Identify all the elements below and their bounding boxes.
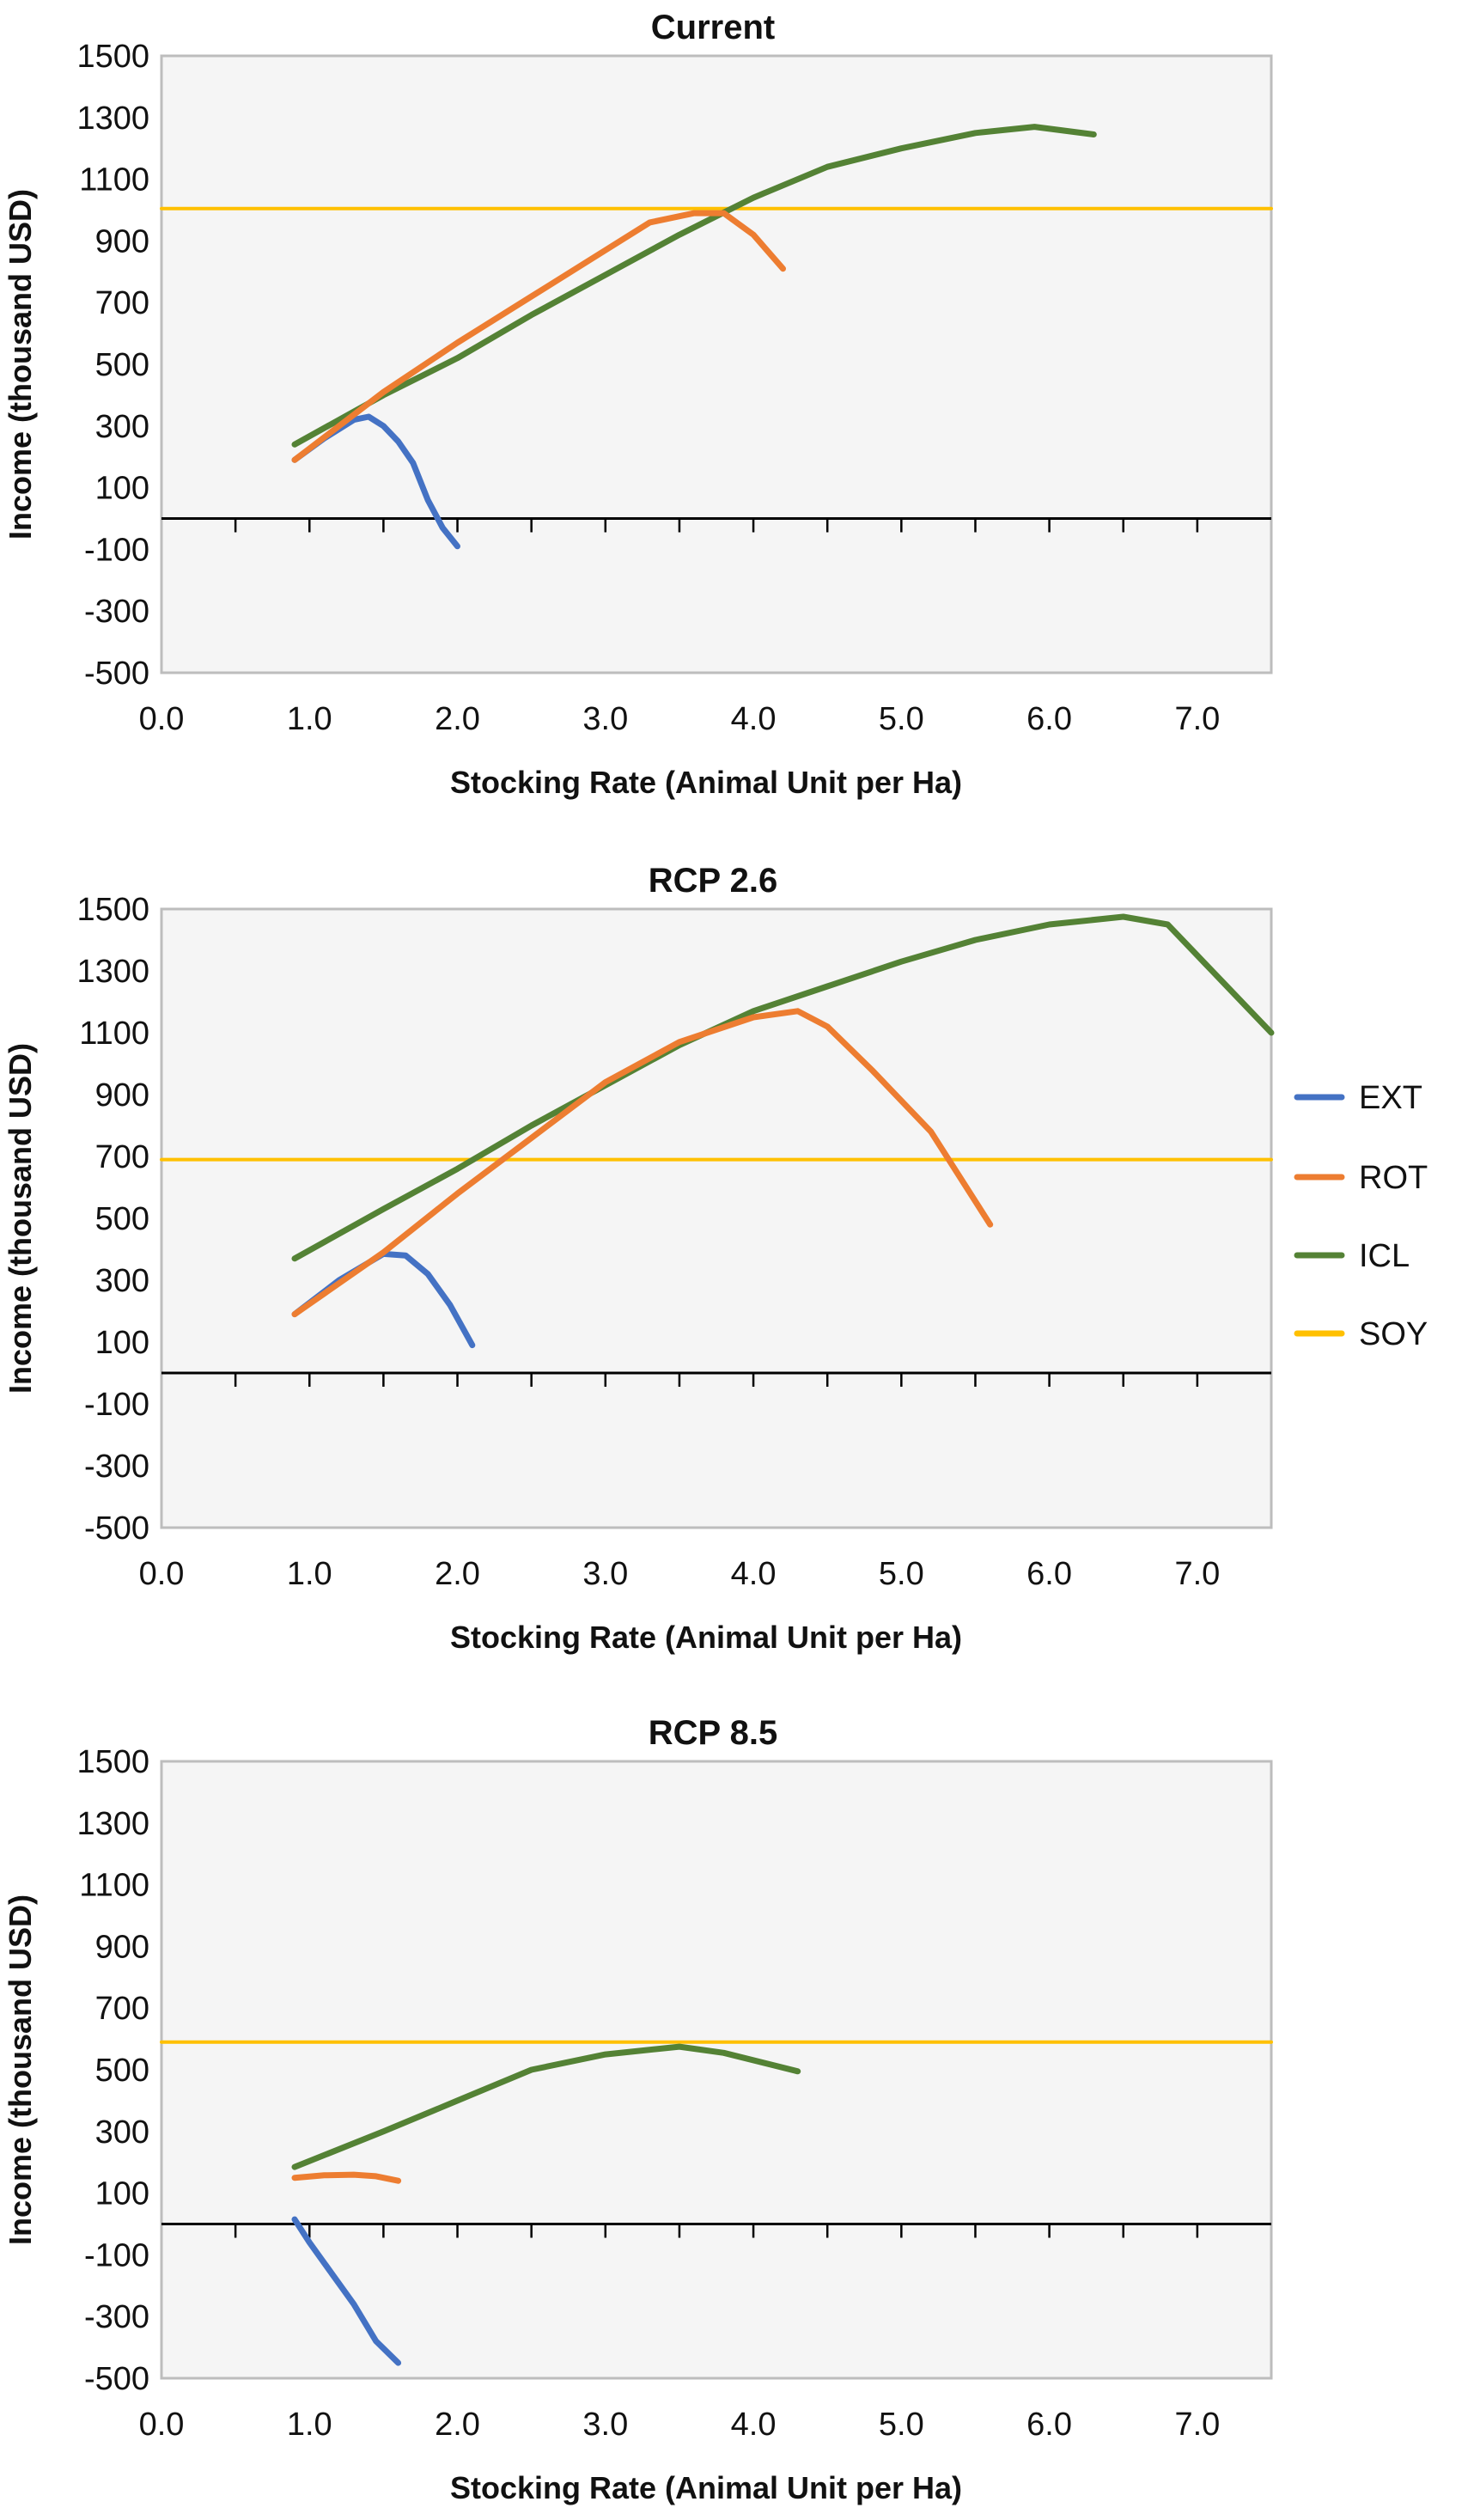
- y-tick-label: 1300: [76, 954, 149, 990]
- x-tick-label: 3.0: [582, 2407, 628, 2443]
- y-axis-label: Income (thousand USD): [3, 189, 38, 540]
- y-tick-label: 100: [95, 2176, 149, 2212]
- x-tick-label: 2.0: [435, 701, 480, 737]
- x-tick-label: 0.0: [139, 1556, 185, 1592]
- y-tick-label: 1500: [76, 39, 149, 75]
- y-tick-label: 100: [95, 471, 149, 507]
- y-tick-label: 700: [95, 1991, 149, 2027]
- series-line-icl: [291, 124, 1097, 448]
- x-tick-label: 2.0: [435, 2407, 480, 2443]
- series-line-rot: [291, 1008, 994, 1318]
- y-tick-label: -100: [84, 2237, 149, 2273]
- y-tick-label: 900: [95, 1929, 149, 1965]
- series-line-ext: [291, 2216, 402, 2366]
- x-tick-label: 1.0: [287, 1556, 332, 1592]
- series-line-rot: [291, 210, 786, 463]
- y-axis-label: Income (thousand USD): [3, 1895, 38, 2245]
- x-tick-label: 0.0: [139, 2407, 185, 2443]
- y-tick-label: -100: [84, 1387, 149, 1423]
- y-tick-label: 1100: [79, 1868, 149, 1904]
- x-tick-label: 1.0: [287, 701, 332, 737]
- y-tick-label: 900: [95, 1077, 149, 1114]
- legend-item-icl: ICL: [1294, 1238, 1410, 1274]
- chart-panel-3: RCP 8.5 1500 1300 1100 900 700 500 300 100 -100 -3…: [3, 1714, 1273, 2505]
- legend-label: EXT: [1359, 1080, 1422, 1116]
- y-tick-label: 1300: [76, 101, 149, 137]
- legend: EXT ROT ICL SOY: [1294, 1080, 1428, 1352]
- chart-title: RCP 2.6: [649, 862, 777, 900]
- x-tick-label: 3.0: [582, 1556, 628, 1592]
- series-line-rot: [291, 2171, 402, 2184]
- y-tick-label: 1100: [79, 162, 149, 198]
- y-tick-label: 1500: [76, 1744, 149, 1780]
- series-line-icl: [291, 2043, 801, 2170]
- legend-label: ICL: [1359, 1238, 1410, 1274]
- x-tick-label: 1.0: [287, 2407, 332, 2443]
- y-tick-label: 1500: [76, 892, 149, 928]
- x-tick-label: 4.0: [731, 2407, 777, 2443]
- x-tick-label: 0.0: [139, 701, 185, 737]
- legend-item-rot: ROT: [1294, 1160, 1428, 1196]
- y-tick-label: -500: [84, 656, 149, 692]
- x-tick-label: 4.0: [731, 701, 777, 737]
- y-tick-label: -300: [84, 2299, 149, 2335]
- plot-area: [160, 54, 1273, 674]
- x-axis-label: Stocking Rate (Animal Unit per Ha): [450, 1620, 962, 1655]
- series-line-icl: [291, 913, 1275, 1262]
- y-tick-label: 700: [95, 1139, 149, 1175]
- y-tick-label: 100: [95, 1325, 149, 1361]
- x-tick-label: 5.0: [879, 1556, 924, 1592]
- x-axis-label: Stocking Rate (Animal Unit per Ha): [450, 765, 962, 800]
- x-axis-label: Stocking Rate (Animal Unit per Ha): [450, 2470, 962, 2505]
- plot-area: [160, 1760, 1273, 2380]
- chart-panel-2: RCP 2.6 1500 1300 1100 900 700 500 300 100 -100 -3…: [3, 862, 1275, 1655]
- x-tick-label: 6.0: [1026, 701, 1072, 737]
- y-tick-label: 1300: [76, 1806, 149, 1842]
- legend-label: SOY: [1359, 1316, 1428, 1352]
- y-tick-label: -500: [84, 1510, 149, 1547]
- legend-label: ROT: [1359, 1160, 1428, 1196]
- y-tick-label: 900: [95, 223, 149, 259]
- x-tick-label: 7.0: [1174, 2407, 1220, 2443]
- y-tick-label: 1100: [79, 1016, 149, 1052]
- x-tick-label: 7.0: [1174, 1556, 1220, 1592]
- x-tick-label: 7.0: [1174, 701, 1220, 737]
- legend-item-ext: EXT: [1294, 1080, 1422, 1116]
- chart-title: Current: [651, 9, 775, 46]
- plot-area: [160, 907, 1273, 1529]
- x-tick-label: 6.0: [1026, 1556, 1072, 1592]
- y-tick-label: 300: [95, 1263, 149, 1299]
- y-tick-label: 500: [95, 2053, 149, 2089]
- chart-panel-1: Current 1500 1300 1100 900 700 500 300 100 -100 -3…: [3, 9, 1273, 800]
- x-tick-label: 4.0: [731, 1556, 777, 1592]
- y-tick-label: 500: [95, 347, 149, 383]
- x-tick-label: 3.0: [582, 701, 628, 737]
- x-tick-label: 2.0: [435, 1556, 480, 1592]
- y-tick-label: 300: [95, 409, 149, 445]
- y-tick-label: 500: [95, 1201, 149, 1237]
- x-tick-label: 5.0: [879, 2407, 924, 2443]
- y-tick-label: -500: [84, 2361, 149, 2397]
- x-tick-label: 5.0: [879, 701, 924, 737]
- y-tick-label: -100: [84, 532, 149, 568]
- y-tick-label: 300: [95, 2114, 149, 2151]
- x-tick-label: 6.0: [1026, 2407, 1072, 2443]
- y-tick-label: -300: [84, 594, 149, 630]
- chart-title: RCP 8.5: [649, 1714, 777, 1752]
- y-axis-label: Income (thousand USD): [3, 1043, 38, 1394]
- y-tick-label: -300: [84, 1449, 149, 1485]
- y-tick-label: 700: [95, 285, 149, 321]
- legend-item-soy: SOY: [1294, 1316, 1428, 1352]
